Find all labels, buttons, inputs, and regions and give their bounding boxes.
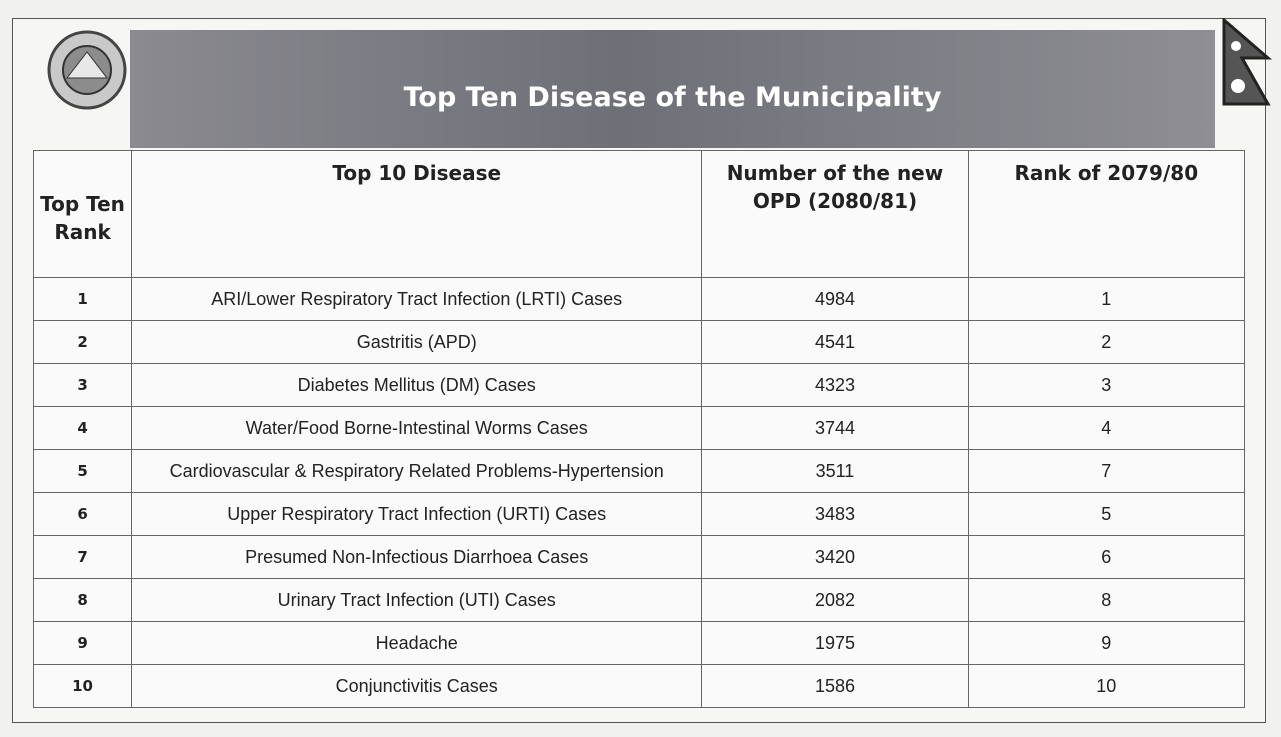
table-cell: 5 [968, 493, 1244, 536]
column-header: Number of the new OPD (2080/81) [702, 151, 968, 278]
title-banner: Top Ten Disease of the Municipality [130, 30, 1215, 148]
table-cell: ARI/Lower Respiratory Tract Infection (L… [132, 278, 702, 321]
column-header: Top Ten Rank [34, 151, 132, 278]
table-cell: 4 [34, 407, 132, 450]
table-cell: 7 [968, 450, 1244, 493]
table-cell: Upper Respiratory Tract Infection (URTI)… [132, 493, 702, 536]
table-cell: 6 [968, 536, 1244, 579]
table-cell: 3420 [702, 536, 968, 579]
table-cell: 8 [968, 579, 1244, 622]
table-cell: Diabetes Mellitus (DM) Cases [132, 364, 702, 407]
table-cell: 4984 [702, 278, 968, 321]
table-cell: 2 [34, 321, 132, 364]
table-cell: 10 [34, 665, 132, 708]
table-cell: 8 [34, 579, 132, 622]
table-cell: 3 [34, 364, 132, 407]
table-cell: 9 [968, 622, 1244, 665]
table-cell: 5 [34, 450, 132, 493]
table-cell: 3744 [702, 407, 968, 450]
table-cell: Gastritis (APD) [132, 321, 702, 364]
table-cell: 4323 [702, 364, 968, 407]
table-cell: 3 [968, 364, 1244, 407]
table-cell: 1 [34, 278, 132, 321]
table-cell: 4 [968, 407, 1244, 450]
table-cell: 2082 [702, 579, 968, 622]
table-cell: Cardiovascular & Respiratory Related Pro… [132, 450, 702, 493]
logo [45, 28, 129, 112]
table-cell: 1975 [702, 622, 968, 665]
title: Top Ten Disease of the Municipality [130, 82, 1215, 113]
table-cell: 9 [34, 622, 132, 665]
page: Top Ten Disease of the Municipality Top … [0, 0, 1281, 737]
table-cell: Urinary Tract Infection (UTI) Cases [132, 579, 702, 622]
table-cell: 1586 [702, 665, 968, 708]
table-cell: 3483 [702, 493, 968, 536]
table-cell: 10 [968, 665, 1244, 708]
table-cell: 4541 [702, 321, 968, 364]
table-cell: 7 [34, 536, 132, 579]
table-cell: Headache [132, 622, 702, 665]
table-cell: 1 [968, 278, 1244, 321]
table-cell: Presumed Non-Infectious Diarrhoea Cases [132, 536, 702, 579]
flag [1222, 18, 1272, 108]
column-header: Rank of 2079/80 [968, 151, 1244, 278]
table-cell: Conjunctivitis Cases [132, 665, 702, 708]
column-header: Top 10 Disease [132, 151, 702, 278]
table-cell: 6 [34, 493, 132, 536]
table-cell: 2 [968, 321, 1244, 364]
table-cell: 3511 [702, 450, 968, 493]
table-cell: Water/Food Borne-Intestinal Worms Cases [132, 407, 702, 450]
